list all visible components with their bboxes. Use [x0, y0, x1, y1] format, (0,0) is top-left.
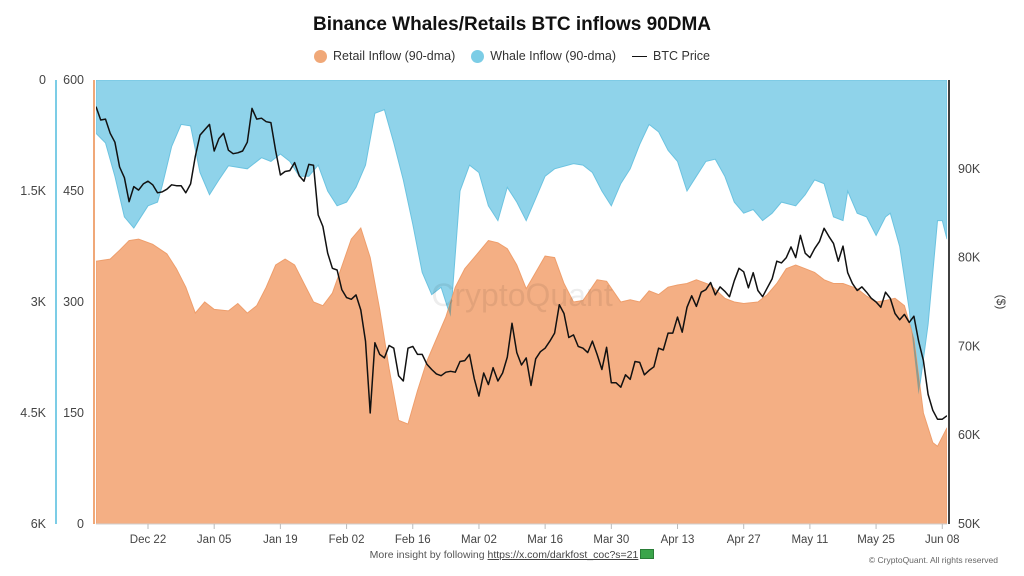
whale-axis-tick-label: 0	[39, 73, 46, 87]
retail-inflow-area	[96, 226, 947, 524]
x-axis-tick-label: Apr 13	[661, 534, 695, 546]
whale-inflow-area	[96, 80, 947, 395]
x-axis-tick-label: Mar 02	[461, 534, 497, 546]
x-axis-tick-label: Mar 30	[593, 534, 629, 546]
legend-label-whale: Whale Inflow (90-dma)	[490, 49, 617, 63]
price-axis-tick-label: 70K	[958, 339, 981, 353]
retail-axis-tick-label: 300	[63, 295, 84, 309]
footer-prefix: More insight by following	[369, 549, 488, 561]
x-axis-tick-label: May 11	[791, 534, 828, 546]
btc-price-line	[96, 106, 947, 420]
retail-axis-tick-label: 150	[63, 406, 84, 420]
footer: More insight by following https://x.com/…	[0, 549, 1024, 561]
x-axis-tick-label: Jan 05	[197, 534, 232, 546]
flag-icon	[640, 549, 655, 559]
whale-legend-dot	[471, 49, 485, 63]
x-axis-tick-label: Jun 08	[925, 534, 960, 546]
x-axis-tick-label: Feb 16	[395, 534, 431, 546]
legend-item-whale[interactable]: Whale Inflow (90-dma)	[471, 49, 616, 63]
copyright-notice: © CryptoQuant. All rights reserved	[868, 555, 998, 565]
footer-link[interactable]: https://x.com/darkfost_coc?s=21	[487, 549, 639, 561]
x-axis-tick-label: Mar 16	[527, 534, 563, 546]
whale-axis-tick-label: 6K	[31, 517, 47, 531]
chart-title: Binance Whales/Retails BTC inflows 90DMA	[312, 14, 712, 35]
legend-label-retail: Retail Inflow (90-dma)	[333, 49, 456, 63]
whale-axis-tick-label: 1.5K	[20, 184, 46, 198]
price-axis-label: ($)	[994, 295, 1008, 310]
price-axis-tick-label: 60K	[958, 428, 981, 442]
retail-axis-tick-label: 0	[77, 517, 84, 531]
legend-item-price[interactable]: BTC Price	[632, 49, 710, 63]
retail-axis-tick-label: 450	[63, 184, 84, 198]
x-axis-tick-label: Feb 02	[329, 534, 365, 546]
whale-axis-tick-label: 3K	[31, 295, 47, 309]
chart-legend: Retail Inflow (90-dma) Whale Inflow (90-…	[0, 49, 1024, 63]
retail-legend-dot	[314, 49, 328, 63]
retail-axis-tick-label: 600	[63, 73, 84, 87]
x-axis-tick-label: Dec 22	[130, 534, 166, 546]
x-axis-tick-label: Jan 19	[263, 534, 298, 546]
legend-item-retail[interactable]: Retail Inflow (90-dma)	[314, 49, 455, 63]
price-axis-tick-label: 90K	[958, 162, 981, 176]
whale-axis-tick-label: 4.5K	[20, 406, 46, 420]
legend-label-price: BTC Price	[653, 49, 710, 63]
x-axis-tick-label: Apr 27	[727, 534, 761, 546]
price-legend-line	[632, 55, 648, 57]
price-axis-tick-label: 80K	[958, 251, 981, 265]
price-axis-tick-label: 50K	[958, 517, 981, 531]
watermark: CryptoQuant	[431, 277, 613, 313]
x-axis-tick-label: May 25	[857, 534, 895, 546]
